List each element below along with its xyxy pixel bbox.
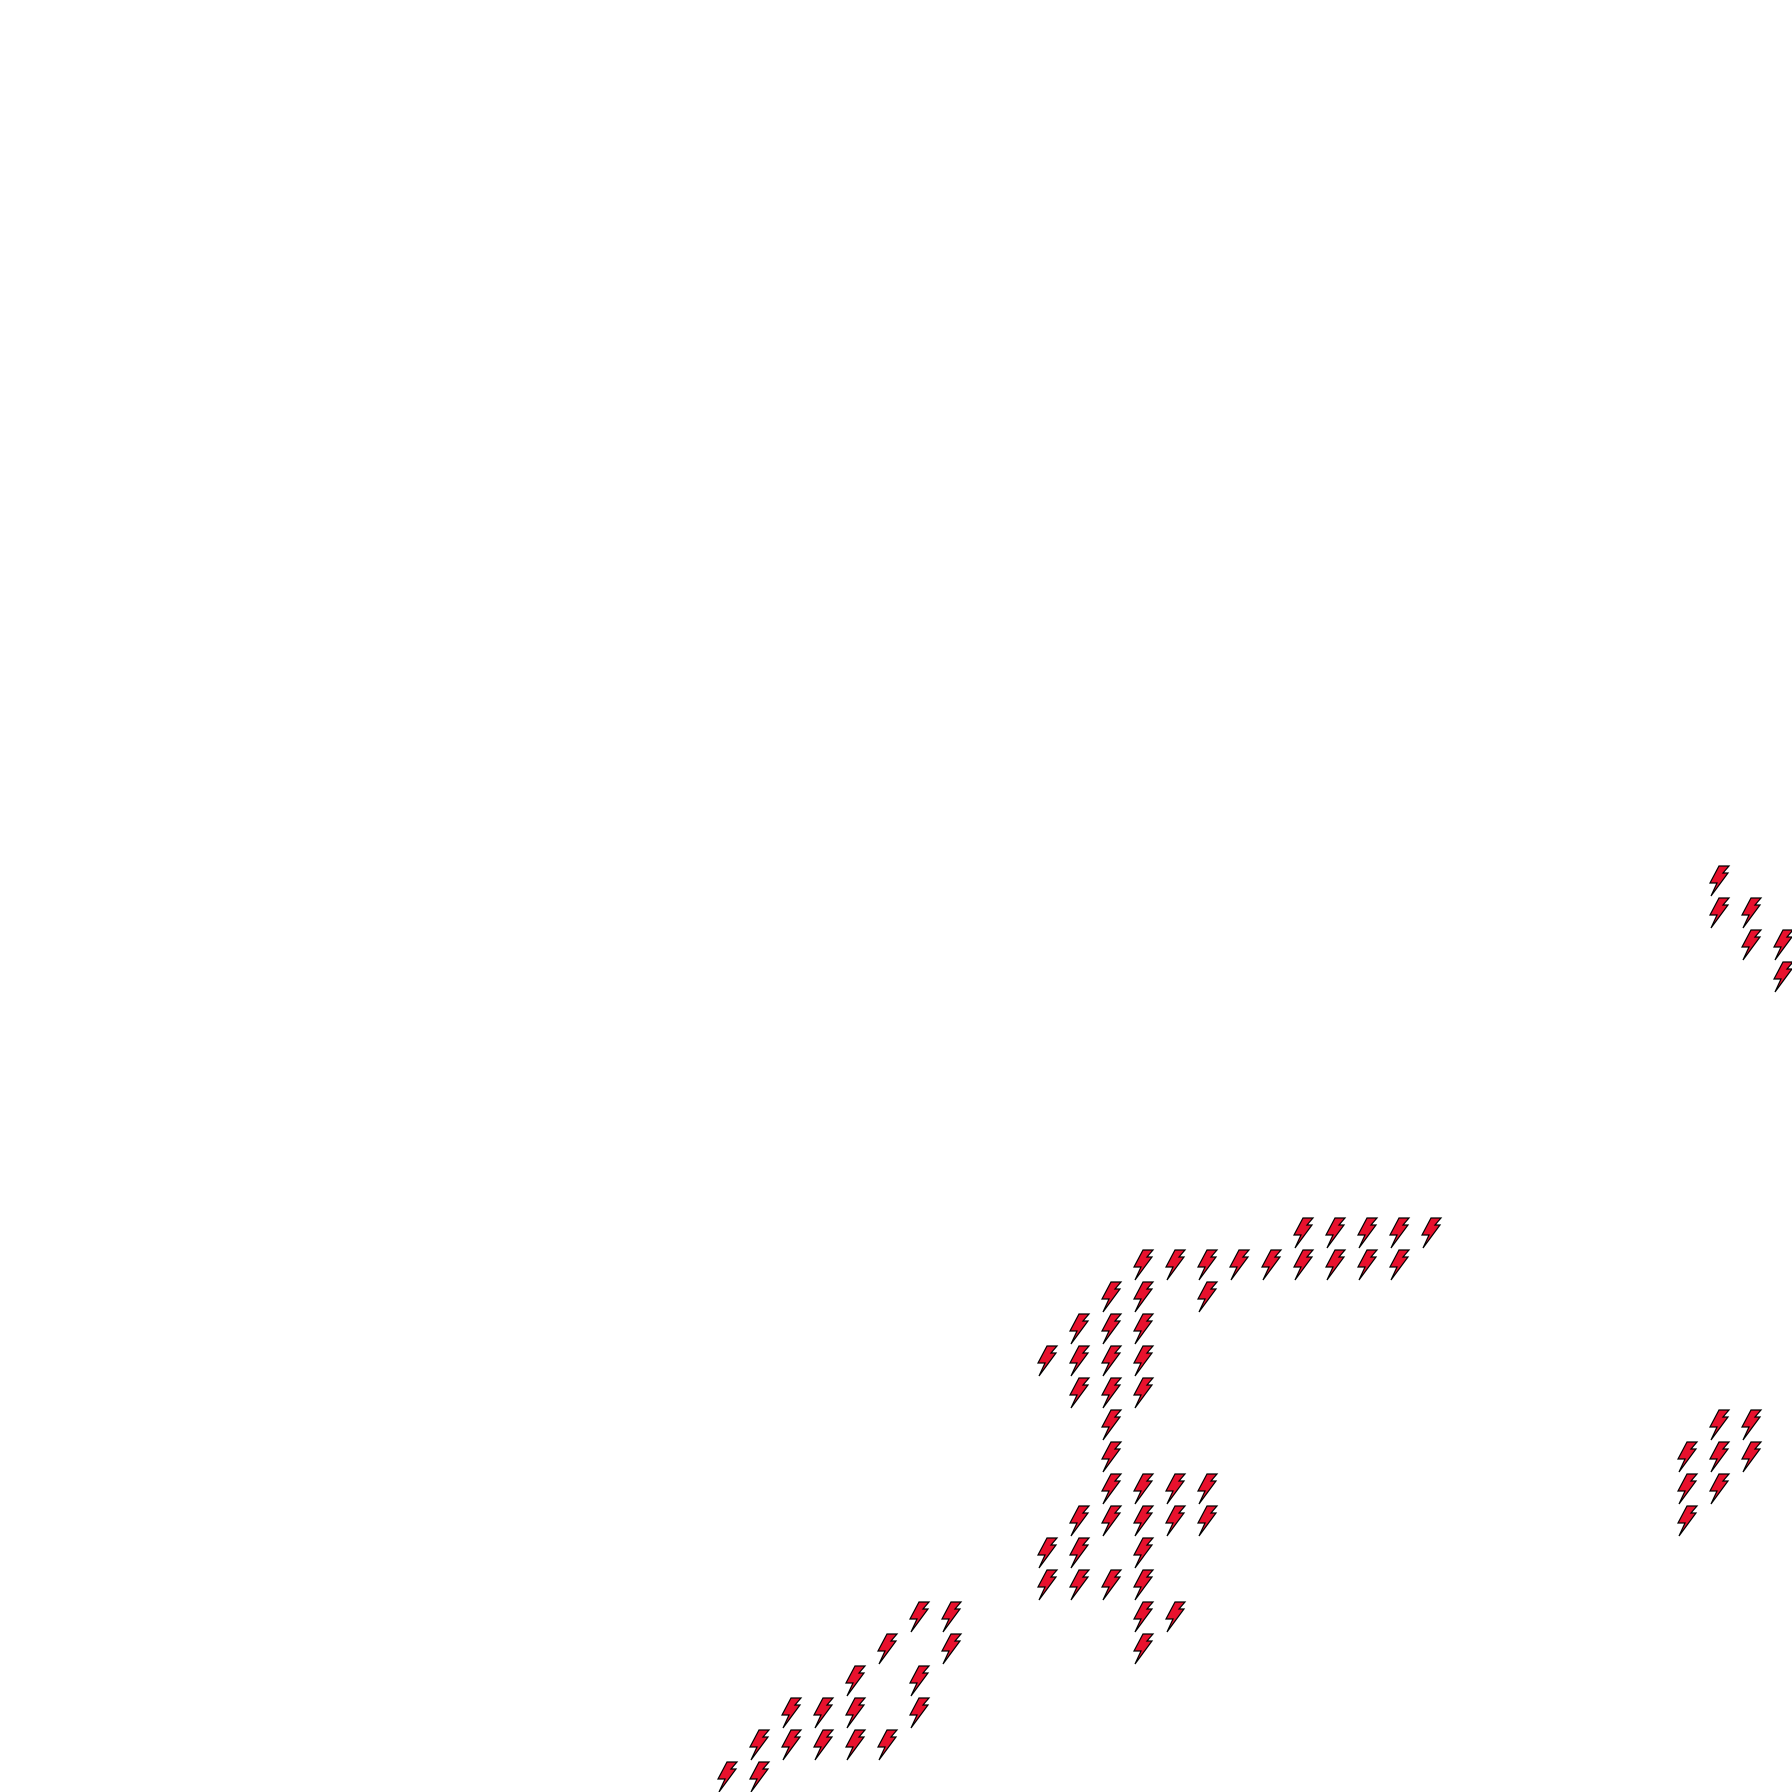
lightning-bolt-icon (1101, 1569, 1123, 1601)
lightning-bolt-icon (717, 1761, 739, 1792)
lightning-bolt-icon (1677, 1505, 1699, 1537)
lightning-bolt-icon (1101, 1505, 1123, 1537)
lightning-bolt-icon (1037, 1569, 1059, 1601)
lightning-bolt-icon (1069, 1505, 1091, 1537)
lightning-bolt-icon (1773, 929, 1792, 961)
lightning-bolt-icon (1709, 1441, 1731, 1473)
cluster-southwest (717, 1601, 963, 1792)
lightning-bolt-icon (877, 1729, 899, 1761)
lightning-bolt-icon (1197, 1505, 1219, 1537)
lightning-bolt-icon (1709, 897, 1731, 929)
lightning-bolt-icon (909, 1697, 931, 1729)
lightning-bolt-icon (1421, 1217, 1443, 1249)
lightning-bolt-icon (1133, 1313, 1155, 1345)
lightning-bolt-icon (1165, 1601, 1187, 1633)
lightning-bolt-icon (1229, 1249, 1251, 1281)
lightning-bolt-icon (1133, 1473, 1155, 1505)
cluster-east (1677, 1409, 1763, 1537)
lightning-bolt-icon (1261, 1249, 1283, 1281)
lightning-bolt-icon (1101, 1473, 1123, 1505)
lightning-bolt-icon (1101, 1313, 1123, 1345)
lightning-bolt-icon (1357, 1217, 1379, 1249)
lightning-bolt-icon (1165, 1249, 1187, 1281)
lightning-bolt-icon (1101, 1345, 1123, 1377)
lightning-bolt-icon (1677, 1473, 1699, 1505)
lightning-bolt-icon (1133, 1633, 1155, 1665)
lightning-bolt-icon (749, 1761, 771, 1792)
lightning-bolt-icon (813, 1697, 835, 1729)
lightning-bolt-icon (1709, 1473, 1731, 1505)
lightning-bolt-icon (1133, 1505, 1155, 1537)
lightning-bolt-icon (1101, 1281, 1123, 1313)
lightning-bolt-icon (1069, 1313, 1091, 1345)
lightning-bolt-icon (1293, 1249, 1315, 1281)
lightning-bolt-icon (1037, 1345, 1059, 1377)
lightning-bolt-icon (1197, 1281, 1219, 1313)
lightning-bolt-icon (1165, 1505, 1187, 1537)
lightning-bolt-icon (1133, 1345, 1155, 1377)
lightning-bolt-icon (1101, 1441, 1123, 1473)
lightning-bolt-icon (909, 1601, 931, 1633)
lightning-bolt-icon (1773, 961, 1792, 993)
lightning-bolt-icon (1197, 1473, 1219, 1505)
lightning-bolt-icon (941, 1633, 963, 1665)
lightning-bolt-icon (1133, 1601, 1155, 1633)
lightning-bolt-icon (1741, 929, 1763, 961)
lightning-bolt-icon (781, 1729, 803, 1761)
lightning-bolt-icon (1133, 1569, 1155, 1601)
lightning-bolt-icon (1741, 1409, 1763, 1441)
lightning-bolt-icon (1389, 1249, 1411, 1281)
lightning-bolt-icon (813, 1729, 835, 1761)
lightning-bolt-icon (1037, 1537, 1059, 1569)
lightning-bolt-icon (941, 1601, 963, 1633)
lightning-bolt-icon (845, 1697, 867, 1729)
lightning-bolt-icon (1069, 1537, 1091, 1569)
lightning-bolt-icon (845, 1729, 867, 1761)
lightning-bolt-icon (1389, 1217, 1411, 1249)
lightning-bolt-icon (845, 1665, 867, 1697)
lightning-bolt-icon (1133, 1377, 1155, 1409)
lightning-bolt-icon (1293, 1217, 1315, 1249)
lightning-bolt-icon (877, 1633, 899, 1665)
lightning-bolt-icon (749, 1729, 771, 1761)
lightning-bolt-icon (1069, 1569, 1091, 1601)
lightning-bolt-icon (1101, 1409, 1123, 1441)
lightning-bolt-icon (1325, 1217, 1347, 1249)
lightning-bolt-icon (1325, 1249, 1347, 1281)
lightning-bolt-icon (1069, 1377, 1091, 1409)
lightning-bolt-icon (1133, 1249, 1155, 1281)
lightning-bolt-icon (1709, 865, 1731, 897)
lightning-bolt-icon (1165, 1473, 1187, 1505)
lightning-bolt-icon (1133, 1281, 1155, 1313)
cluster-center (1037, 1217, 1443, 1665)
lightning-bolt-icon (1741, 1441, 1763, 1473)
lightning-bolt-icon (1677, 1441, 1699, 1473)
lightning-bolt-icon (909, 1665, 931, 1697)
lightning-bolt-icon (1741, 897, 1763, 929)
lightning-bolt-icon (781, 1697, 803, 1729)
lightning-bolt-icon (1197, 1249, 1219, 1281)
lightning-bolt-icon (1709, 1409, 1731, 1441)
lightning-bolt-icon (1133, 1537, 1155, 1569)
cluster-northeast (1709, 865, 1792, 993)
lightning-bolt-icon (1069, 1345, 1091, 1377)
lightning-bolt-icon (1101, 1377, 1123, 1409)
lightning-bolt-icon (1357, 1249, 1379, 1281)
